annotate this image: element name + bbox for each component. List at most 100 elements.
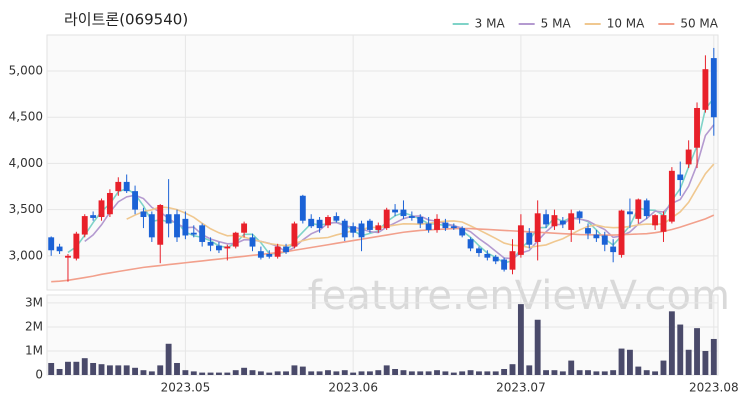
candle-body [400, 209, 407, 217]
candle-body [501, 259, 508, 270]
chart-title: 라이트론(069540) [64, 11, 188, 29]
candle-body [90, 215, 97, 218]
candle-body [165, 214, 172, 224]
volume-bar [694, 328, 700, 375]
volume-bar [626, 349, 633, 375]
volume-bar [442, 371, 449, 375]
candle-body [241, 223, 248, 233]
volume-bar [308, 371, 315, 375]
candle-body [467, 239, 474, 249]
y-tick-label: 3M [25, 295, 43, 309]
volume-bar [593, 371, 600, 375]
volume-bar [509, 364, 516, 375]
candle-body [702, 69, 709, 110]
candle-body [308, 218, 315, 227]
candle-body [224, 246, 231, 249]
volume-bar [358, 371, 365, 375]
y-tick-label: 4,000 [9, 156, 43, 170]
candle-body [517, 225, 524, 255]
candle-body [65, 255, 71, 258]
ma-line [84, 124, 715, 260]
volume-bar [165, 343, 172, 375]
volume-bar [190, 371, 197, 375]
candle-body [626, 211, 633, 215]
volume-bar [517, 304, 524, 375]
volume-bar [601, 371, 608, 375]
volume-bar [299, 366, 306, 375]
candle-body [199, 225, 206, 242]
candle-body [157, 205, 164, 245]
volume-bar [568, 360, 575, 375]
x-tick-label: 2023.05 [161, 381, 211, 395]
volume-bar [702, 350, 709, 375]
candle-body [476, 248, 482, 254]
volume-bar [115, 365, 122, 375]
volume-bar [710, 338, 717, 375]
volume-bar [417, 371, 424, 375]
x-tick-label: 2023.07 [496, 381, 546, 395]
candle-body [174, 214, 180, 238]
candle-body [81, 216, 88, 235]
candle-body [434, 218, 440, 230]
candle-body [618, 210, 625, 255]
volume-bar [476, 371, 482, 375]
candle-body [526, 232, 533, 245]
volume-bar [400, 370, 407, 375]
volume-bar [81, 358, 88, 375]
candle-body [694, 107, 700, 148]
candle-body [350, 226, 357, 233]
candle-body [643, 200, 650, 217]
candle-body [425, 223, 432, 230]
candle-body [48, 237, 55, 251]
candle-body [266, 253, 273, 257]
y-tick-label: 3,500 [9, 202, 43, 216]
candle-body [509, 251, 516, 270]
y-tick-label: 1M [25, 343, 43, 357]
candle-body [551, 215, 558, 227]
volume-bar [132, 367, 139, 375]
candle-body [543, 214, 549, 225]
volume-bar [90, 362, 97, 375]
volume-bar [257, 371, 264, 375]
candle-body [668, 170, 675, 222]
volume-bar [140, 370, 147, 375]
candle-body [442, 222, 449, 229]
candle-body [417, 217, 424, 224]
volume-bar [48, 362, 55, 375]
legend-label: 5 MA [541, 17, 572, 31]
volume-bar [65, 361, 71, 375]
candle-body [366, 220, 373, 230]
volume-bar [148, 371, 155, 375]
volume-bar [425, 371, 432, 375]
candle-body [375, 225, 382, 230]
candle-body [534, 213, 541, 242]
candle-body [325, 217, 331, 226]
candle-body [190, 232, 197, 235]
candle-body [106, 192, 113, 215]
candle-body [635, 199, 642, 219]
candle-body [576, 211, 583, 218]
legend-label: 10 MA [607, 17, 645, 31]
candle-body [459, 228, 466, 236]
candle-body [559, 220, 566, 225]
x-tick-label: 2023.06 [328, 381, 378, 395]
candle-body [123, 181, 130, 192]
volume-bar [182, 370, 189, 375]
volume-bar [543, 370, 549, 375]
candle-body [660, 215, 667, 232]
volume-bar [366, 371, 373, 375]
candle-body [98, 200, 105, 218]
volume-bar [98, 364, 105, 375]
candle-body [601, 235, 608, 245]
candle-body [291, 223, 298, 247]
volume-bar [501, 368, 508, 375]
y-tick-label: 5,000 [9, 64, 43, 78]
ma-line [51, 214, 715, 283]
volume-bar [241, 367, 248, 375]
volume-bar [618, 348, 625, 375]
volume-bar [341, 370, 348, 375]
legend-label: 50 MA [680, 17, 718, 31]
volume-bar [232, 370, 239, 375]
volume-bar [224, 372, 231, 375]
candle-body [568, 213, 575, 230]
